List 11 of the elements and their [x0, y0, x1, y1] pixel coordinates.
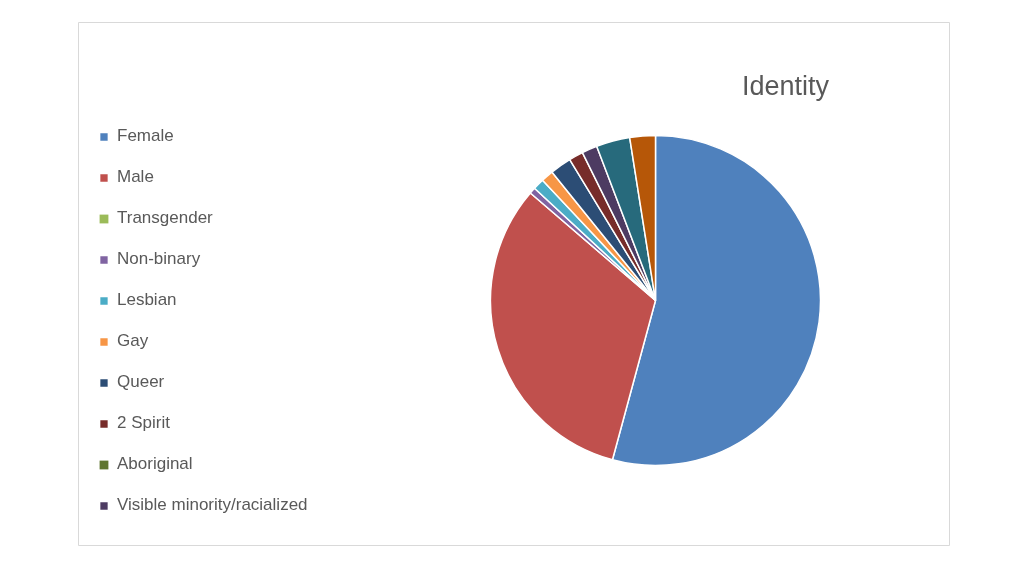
- legend-label: Gay: [117, 331, 149, 351]
- legend-label: Transgender: [117, 208, 213, 228]
- legend-label: 2 Spirit: [117, 413, 170, 433]
- legend-label: Female: [117, 126, 174, 146]
- legend-label: Lesbian: [117, 290, 177, 310]
- legend-label: Queer: [117, 372, 165, 392]
- legend-label: Aboriginal: [117, 454, 193, 474]
- chart-title: Identity: [741, 70, 830, 101]
- legend-label: Non-binary: [117, 249, 201, 269]
- legend-label: Visible minority/racialized: [117, 495, 308, 515]
- legend-label: Male: [117, 167, 154, 187]
